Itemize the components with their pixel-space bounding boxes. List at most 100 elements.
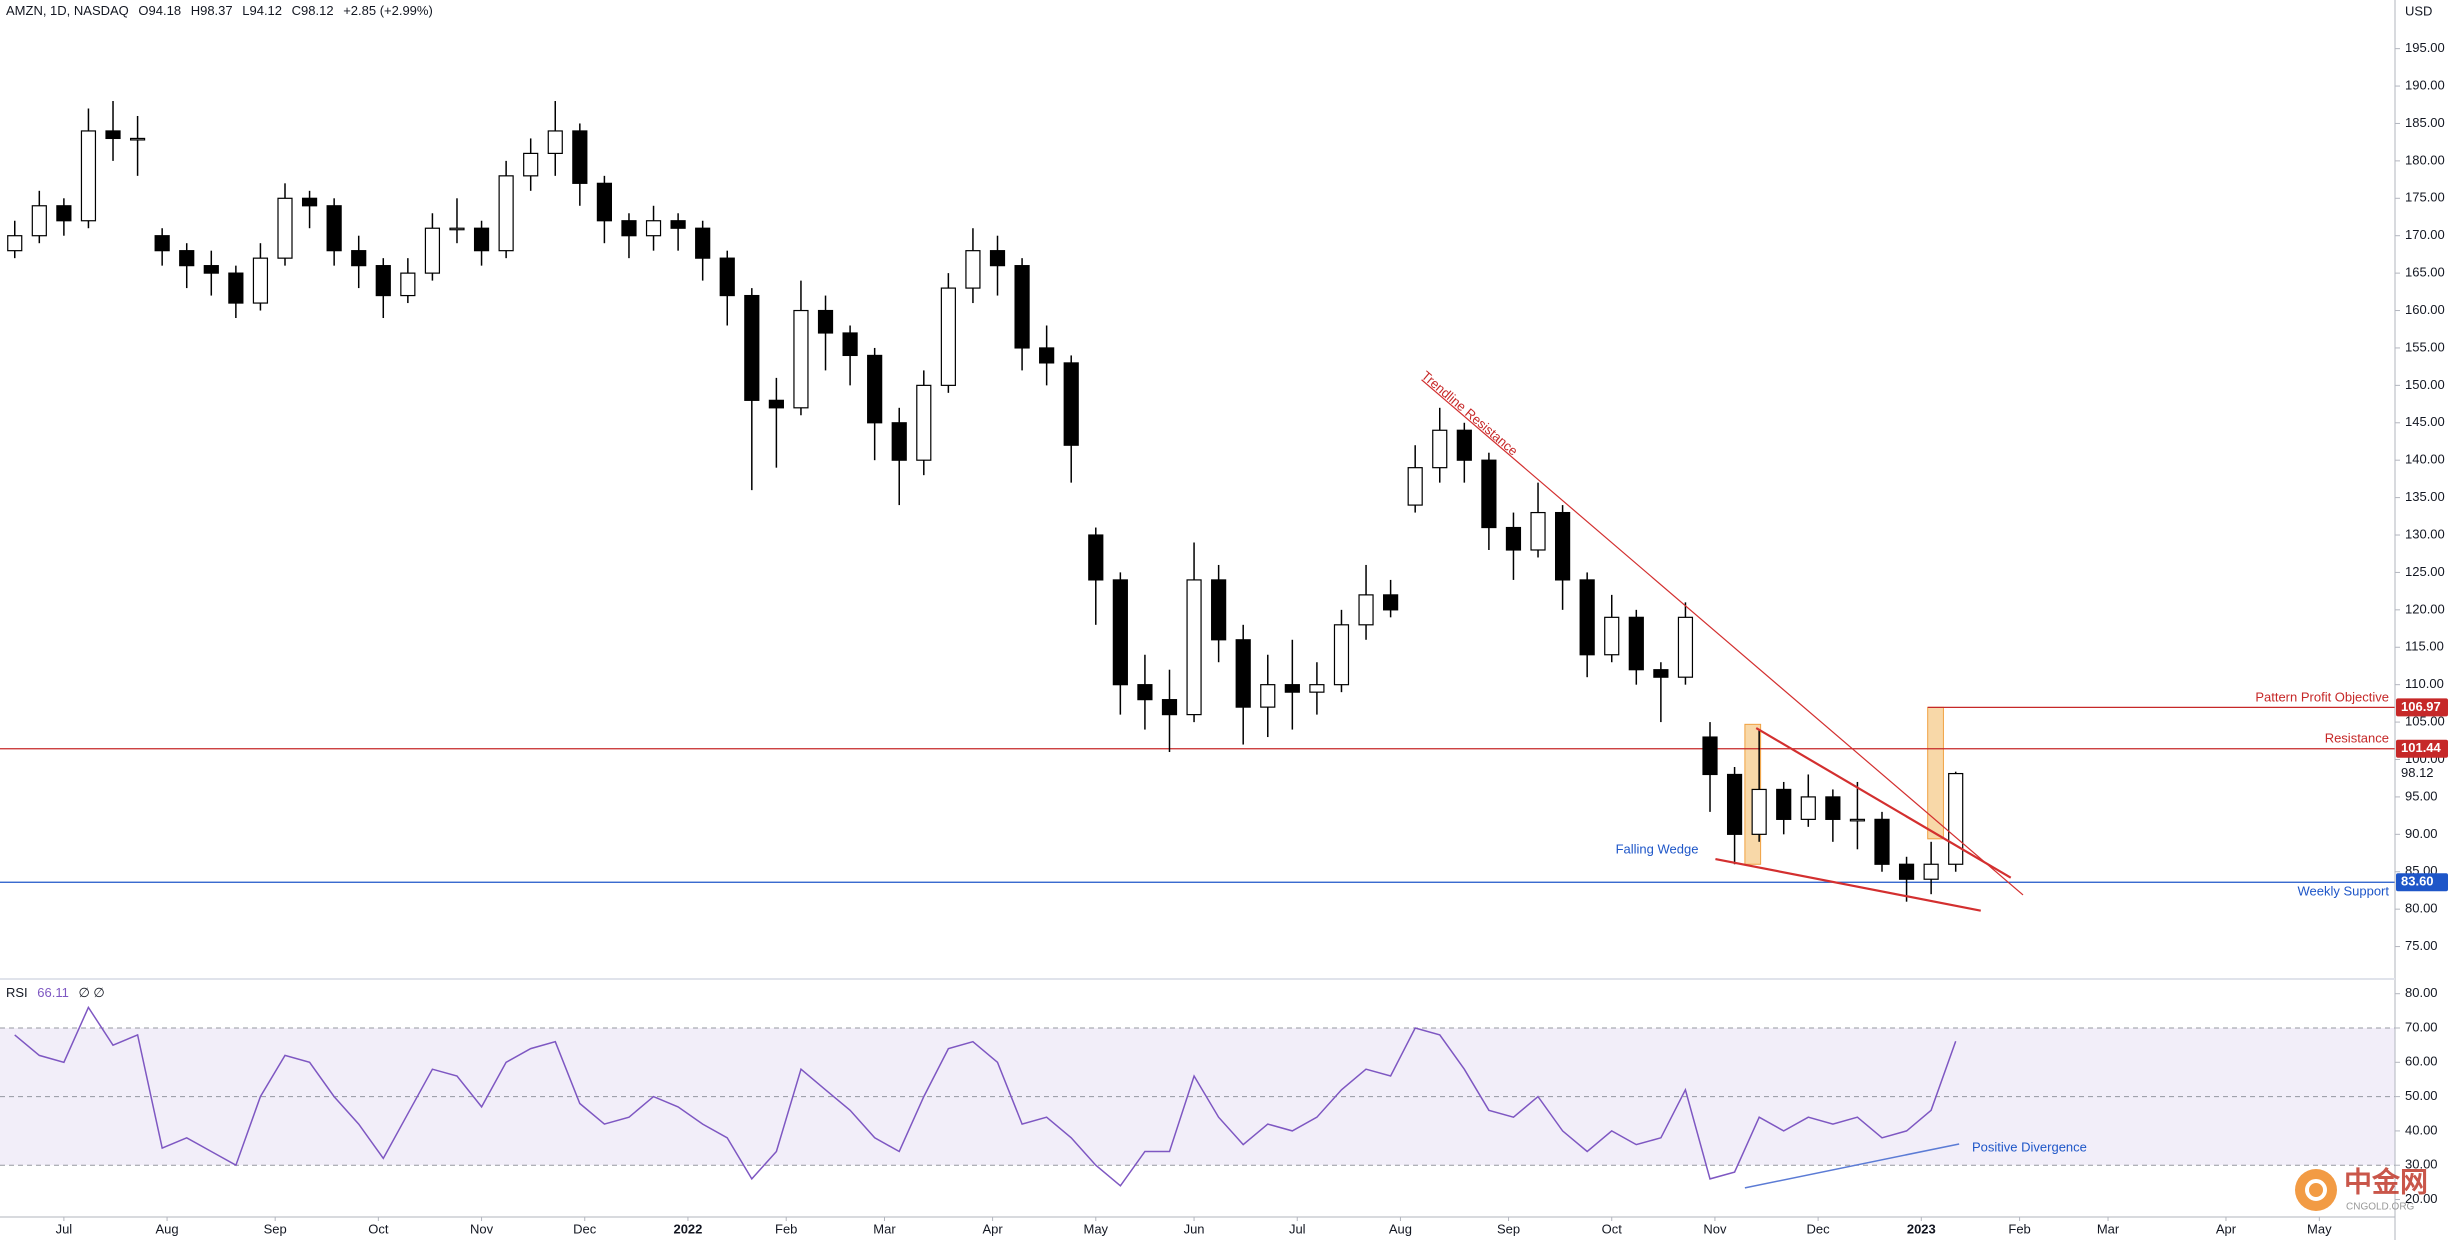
y-tick-label: 110.00 [2405, 676, 2444, 691]
candle-body [1628, 616, 1644, 671]
y-tick-label: 105.00 [2405, 714, 2445, 729]
x-tick-label: Nov [1703, 1221, 1727, 1236]
y-tick-label: 170.00 [2405, 227, 2445, 242]
candle-body [621, 220, 637, 237]
candle-body [7, 235, 23, 252]
x-tick-label: 2022 [673, 1221, 702, 1236]
x-tick-label: Dec [1807, 1221, 1831, 1236]
change-info: +2.85 (+2.99%) [343, 3, 433, 18]
trendline [1421, 379, 2024, 896]
x-tick-label: Apr [2216, 1221, 2237, 1236]
resistance-label: Resistance [2325, 730, 2389, 745]
candle-body [817, 309, 834, 334]
y-tick-label: 115.00 [2405, 639, 2444, 654]
y-tick-label: 95.00 [2405, 788, 2438, 803]
candle-body [277, 197, 293, 259]
y-tick-label: 75.00 [2405, 938, 2438, 953]
level-badge [2396, 873, 2448, 892]
candle-body [129, 137, 146, 141]
x-tick-label: Feb [2008, 1221, 2030, 1236]
candle-body [375, 265, 391, 297]
watermark-logo [2295, 1169, 2337, 1211]
rsi-y-tick-label: 50.00 [2405, 1088, 2438, 1103]
last-price-badge [2396, 764, 2448, 783]
y-tick-label: 195.00 [2405, 40, 2445, 55]
candle-body [498, 175, 514, 252]
y-tick-label: 90.00 [2405, 826, 2438, 841]
candle-body [1653, 669, 1669, 678]
rsi-y-tick-label: 80.00 [2405, 985, 2438, 1000]
x-tick-label: Apr [982, 1221, 1003, 1236]
candle-body [1235, 639, 1251, 708]
candle-body [1407, 467, 1423, 506]
candle-body [56, 205, 72, 222]
candle-body [965, 250, 981, 289]
candle-body [203, 265, 219, 274]
candle-body [424, 227, 441, 274]
x-tick-label: Jul [1289, 1221, 1306, 1236]
candle-body [1800, 796, 1816, 820]
candle-body [1702, 736, 1718, 776]
candle-body [31, 205, 47, 237]
watermark-text: 中金网 [2344, 1165, 2428, 1197]
y-tick-label: 165.00 [2405, 265, 2445, 280]
wedge-label: Falling Wedge [1616, 841, 1699, 856]
last-price-label: 98.12 [2401, 765, 2434, 780]
watermark-sub: CNGOLD.ORG [2346, 1202, 2415, 1213]
x-tick-label: Aug [155, 1221, 178, 1236]
rsi-flags: ∅ ∅ [79, 985, 105, 1000]
x-tick-label: Dec [573, 1221, 597, 1236]
candle-body [695, 227, 711, 259]
x-tick-label: Oct [1602, 1221, 1623, 1236]
close-info: C98.12 [292, 3, 334, 18]
y-tick-label: 160.00 [2405, 302, 2445, 317]
candle-body [1456, 429, 1472, 461]
high-info: H98.37 [191, 3, 233, 18]
rsi-title: RSI [6, 985, 28, 1000]
candle-body [842, 332, 858, 357]
candle-body [670, 220, 686, 229]
y-tick-label: 155.00 [2405, 339, 2445, 354]
x-tick-label: Jun [1184, 1221, 1205, 1236]
candle-body [1211, 579, 1227, 641]
open-info: O94.18 [138, 3, 181, 18]
candle-body [228, 272, 244, 304]
candle-body [105, 130, 121, 140]
y-tick-label: 80.00 [2405, 901, 2438, 916]
x-tick-label: Mar [873, 1221, 896, 1236]
x-tick-label: 2023 [1907, 1221, 1936, 1236]
candle-body [916, 384, 932, 461]
candle-body [1088, 534, 1104, 581]
x-tick-label: Sep [1497, 1221, 1520, 1236]
candle-body [719, 257, 735, 297]
candle-body [1825, 796, 1841, 820]
candle-body [449, 227, 465, 231]
rsi-y-tick-label: 30.00 [2405, 1157, 2438, 1172]
candle-body [596, 182, 613, 222]
candle-body [252, 257, 269, 304]
candle-body [867, 354, 883, 424]
level-badge-label: 106.97 [2401, 699, 2441, 714]
candle-body [1898, 863, 1915, 880]
candle-body [1579, 579, 1595, 656]
x-tick-label: Oct [368, 1221, 389, 1236]
x-tick-label: Feb [775, 1221, 797, 1236]
rsi-y-tick-label: 60.00 [2405, 1054, 2438, 1069]
y-tick-label: 120.00 [2405, 601, 2445, 616]
candle-body [1112, 579, 1128, 686]
y-tick-label: 150.00 [2405, 377, 2445, 392]
candle-body [1014, 265, 1030, 349]
x-tick-label: May [1084, 1221, 1109, 1236]
level-badge-label: 83.60 [2401, 874, 2434, 889]
candle-body [400, 272, 416, 297]
candle-body [1137, 684, 1153, 701]
x-tick-label: May [2307, 1221, 2332, 1236]
y-tick-label: 140.00 [2405, 452, 2445, 467]
currency: USD [2405, 3, 2432, 18]
candle-body [1505, 526, 1522, 551]
measure-box [1927, 706, 1944, 840]
y-tick-label: 145.00 [2405, 414, 2445, 429]
candle-body [1530, 511, 1546, 551]
candle-body [1923, 863, 1939, 880]
